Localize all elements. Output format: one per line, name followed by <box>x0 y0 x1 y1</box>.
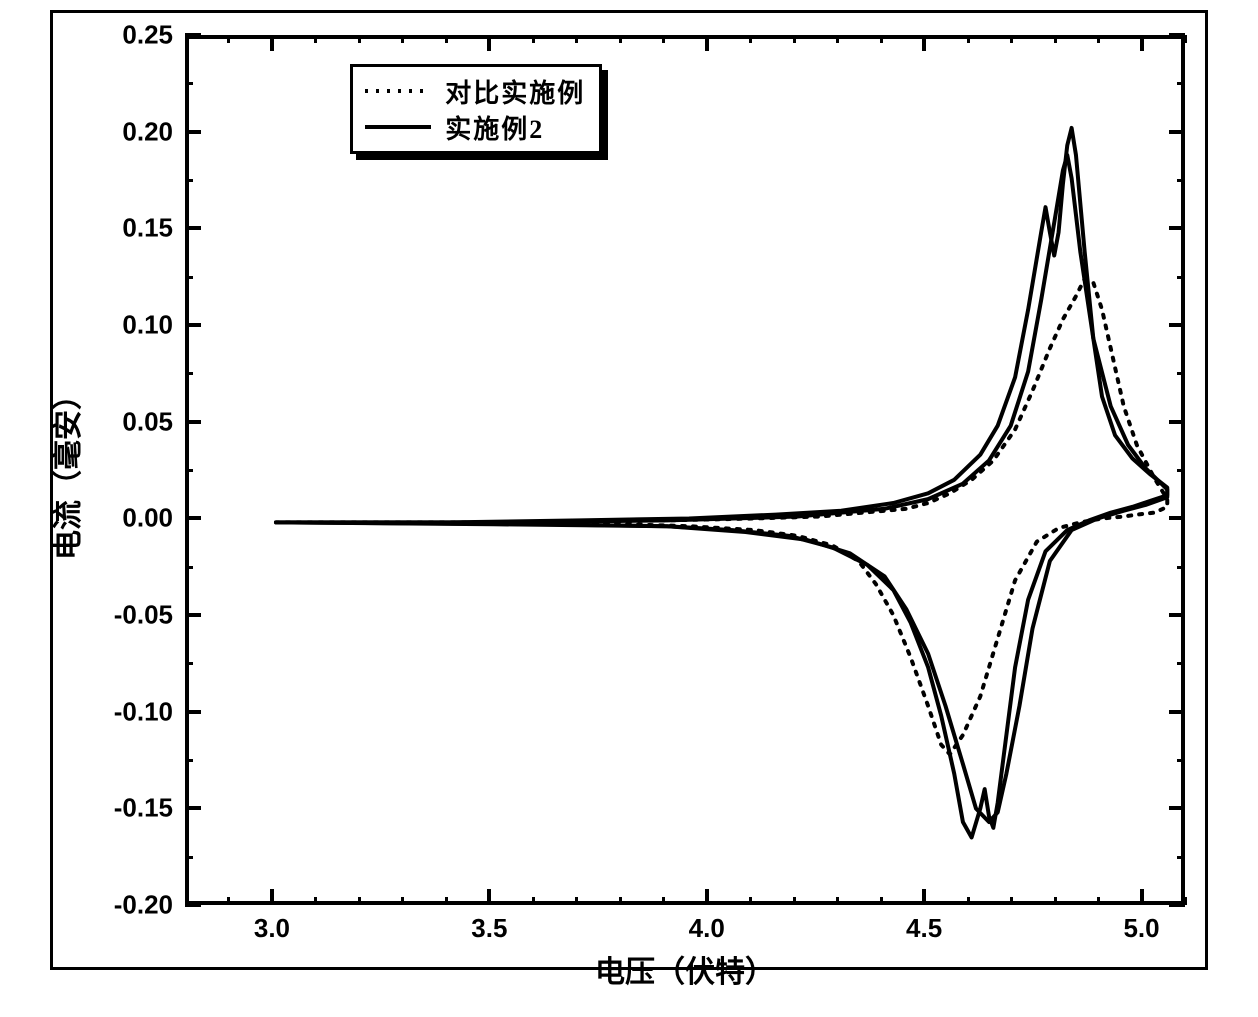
legend-line-sample <box>363 117 433 137</box>
legend-box: 对比实施例实施例2 <box>350 64 602 154</box>
y-tick-label: -0.10 <box>114 696 173 727</box>
y-tick-label: -0.15 <box>114 793 173 824</box>
y-tick-label: 0.15 <box>122 213 173 244</box>
y-tick-label: -0.20 <box>114 890 173 921</box>
x-tick-label: 4.5 <box>906 913 942 944</box>
cv-curve-svg <box>189 39 1189 909</box>
legend-entry: 对比实施例 <box>363 73 585 109</box>
y-tick-label: 0.05 <box>122 406 173 437</box>
legend-line-sample <box>363 81 433 101</box>
y-axis-label: 电流（毫安） <box>43 380 87 560</box>
y-tick-label: -0.05 <box>114 600 173 631</box>
series-实施例2-cycle2 <box>276 155 1167 822</box>
y-tick-label: 0.00 <box>122 503 173 534</box>
x-tick-label: 5.0 <box>1123 913 1159 944</box>
legend-label: 实施例2 <box>445 109 544 146</box>
x-tick-label: 3.5 <box>471 913 507 944</box>
chart-container: 电流（毫安） 电压（伏特） 对比实施例实施例2 3.0 3.5 4.0 4.5 5.0 -… <box>0 0 1258 1017</box>
plot-area <box>185 35 1185 905</box>
y-tick-label: 0.20 <box>122 116 173 147</box>
legend-entry: 实施例2 <box>363 109 585 145</box>
y-tick-label: 0.10 <box>122 310 173 341</box>
y-tick-label: 0.25 <box>122 20 173 51</box>
series-实施例2-cycle1 <box>276 128 1167 838</box>
x-axis-label: 电压（伏特） <box>595 947 775 991</box>
x-tick-label: 4.0 <box>689 913 725 944</box>
legend-label: 对比实施例 <box>445 73 585 110</box>
x-tick-label: 3.0 <box>254 913 290 944</box>
